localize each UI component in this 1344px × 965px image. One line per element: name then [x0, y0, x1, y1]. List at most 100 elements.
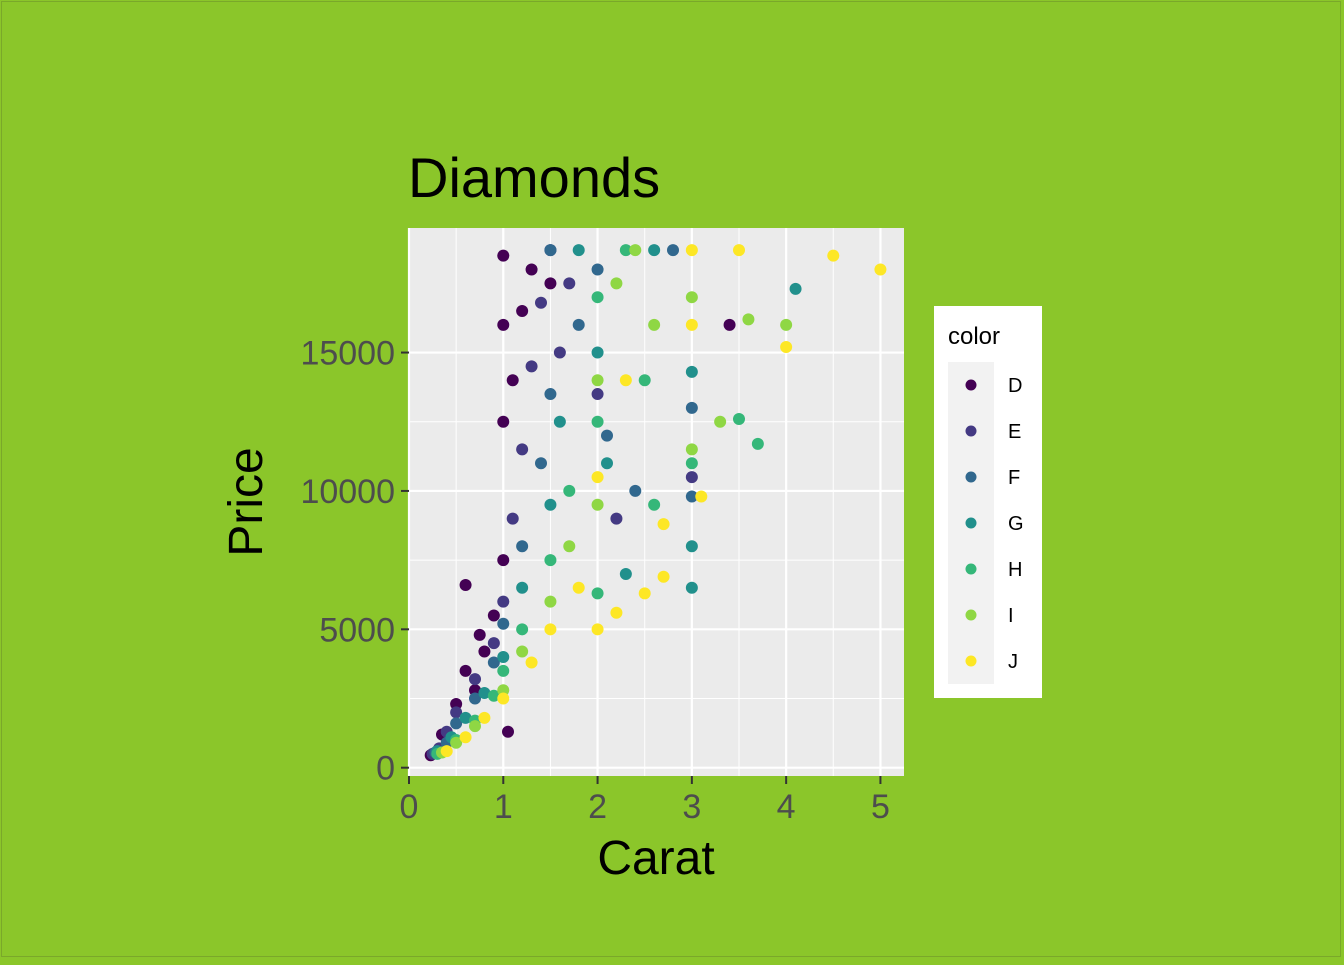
x-axis-title: Carat	[597, 832, 714, 885]
data-point	[497, 664, 510, 677]
data-point	[591, 415, 604, 428]
data-point	[469, 684, 481, 697]
data-point	[780, 318, 793, 331]
data-point	[497, 554, 510, 567]
data-point	[487, 609, 500, 622]
legend-key	[965, 609, 977, 621]
data-point	[648, 318, 661, 331]
legend-label: I	[1008, 605, 1014, 627]
data-point	[516, 623, 529, 636]
data-point	[685, 244, 698, 257]
x-tick-label: 0	[400, 788, 419, 826]
data-point	[516, 645, 529, 658]
data-point	[572, 581, 585, 594]
data-point	[544, 277, 557, 290]
data-point	[497, 617, 510, 630]
data-point	[497, 692, 510, 705]
data-point	[525, 263, 538, 276]
data-point	[544, 595, 557, 608]
x-tick-label: 2	[588, 788, 607, 826]
y-axis-title: Price	[220, 447, 273, 556]
data-point	[591, 291, 604, 304]
data-point	[648, 498, 661, 511]
data-point	[685, 471, 698, 484]
data-point	[487, 656, 500, 669]
data-point	[591, 388, 604, 401]
legend-key	[965, 425, 977, 437]
legend-label: H	[1008, 559, 1022, 581]
data-point	[544, 244, 557, 257]
x-tick-label: 3	[682, 788, 701, 826]
data-point	[516, 540, 529, 553]
data-point	[497, 415, 510, 428]
data-point	[473, 628, 486, 641]
legend-label: F	[1008, 467, 1020, 489]
data-point	[502, 725, 514, 738]
data-point	[648, 244, 661, 257]
data-point	[591, 587, 604, 600]
data-point	[685, 291, 698, 304]
y-axis: 0 5000 10000 15000	[300, 335, 409, 788]
data-point	[469, 692, 481, 705]
data-point	[733, 412, 745, 425]
data-point	[459, 664, 472, 677]
x-axis: 0 1 2 3 4 5	[400, 776, 890, 826]
data-point	[657, 570, 670, 583]
data-point	[544, 498, 557, 511]
data-point	[685, 365, 698, 378]
data-point	[685, 443, 698, 456]
data-point	[487, 689, 500, 702]
y-tick-label: 10000	[300, 473, 395, 511]
legend-key	[965, 655, 977, 667]
data-point	[723, 318, 736, 331]
data-point	[469, 673, 481, 686]
data-point	[506, 374, 519, 387]
data-point	[591, 498, 604, 511]
legend-label: E	[1008, 421, 1021, 443]
legend-key	[965, 517, 977, 529]
data-point	[450, 698, 463, 711]
data-point	[450, 706, 463, 719]
x-tick-label: 4	[777, 788, 796, 826]
data-point	[497, 249, 510, 262]
data-point	[497, 318, 510, 331]
legend: color D E F G H I J	[934, 306, 1042, 698]
y-tick-label: 15000	[300, 335, 395, 373]
y-tick-label: 0	[376, 750, 395, 788]
data-point	[553, 346, 566, 359]
data-point	[572, 318, 585, 331]
data-point	[638, 587, 651, 600]
data-point	[733, 244, 745, 257]
data-point	[553, 415, 566, 428]
data-point	[450, 717, 463, 730]
data-point	[601, 457, 613, 470]
data-point	[459, 579, 472, 592]
data-point	[563, 277, 576, 290]
data-point	[695, 490, 708, 503]
data-point	[601, 429, 613, 442]
data-point	[685, 401, 698, 414]
data-point	[516, 443, 529, 456]
data-point	[685, 318, 698, 331]
data-point	[497, 595, 510, 608]
data-point	[525, 360, 538, 373]
data-point	[478, 711, 491, 724]
data-point	[667, 244, 679, 257]
data-point	[563, 484, 576, 497]
data-point	[619, 374, 632, 387]
data-point	[610, 277, 623, 290]
data-point	[525, 656, 538, 669]
data-point	[789, 282, 802, 295]
data-point	[591, 346, 604, 359]
data-point	[544, 388, 557, 401]
data-point	[459, 711, 472, 724]
data-point	[591, 623, 604, 636]
data-point	[487, 637, 500, 650]
data-points	[424, 244, 887, 762]
data-point	[516, 581, 529, 594]
data-point	[638, 374, 651, 387]
legend-key	[965, 471, 977, 483]
data-point	[506, 512, 519, 525]
legend-label: D	[1008, 375, 1022, 397]
